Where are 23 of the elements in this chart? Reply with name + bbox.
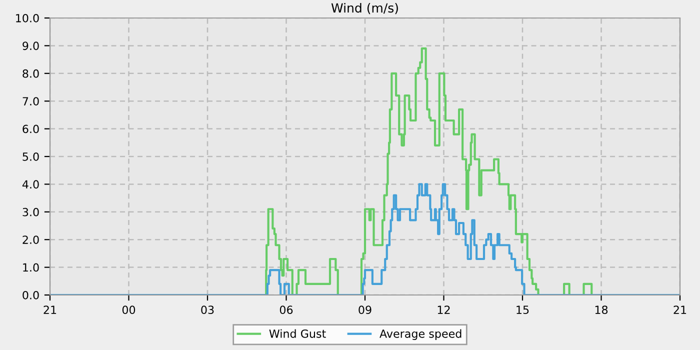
y-tick-label: 1.0 <box>23 263 39 272</box>
x-tick-label: 09 <box>358 306 372 314</box>
legend-label: Average speed <box>380 329 462 340</box>
x-tick-label: 21 <box>674 306 686 314</box>
chart-title: Wind (m/s) <box>331 2 398 14</box>
x-tick-label: 03 <box>201 306 214 314</box>
y-tick-label: 3.0 <box>22 208 39 216</box>
legend-label: Wind Gust <box>269 329 326 338</box>
y-tick-label: 8.0 <box>22 69 39 78</box>
y-tick-label: 2.0 <box>22 236 39 244</box>
y-tick-label: 4.0 <box>22 180 39 189</box>
y-tick-label: 5.0 <box>22 152 39 161</box>
x-tick-label: 15 <box>516 306 529 314</box>
y-tick-label: 7.0 <box>22 97 39 106</box>
y-tick-label: 6.0 <box>22 124 39 134</box>
y-tick-label: 0.0 <box>22 290 39 300</box>
x-tick-label: 12 <box>438 306 450 314</box>
x-tick-label: 18 <box>595 306 608 314</box>
x-tick-label: 06 <box>280 306 293 314</box>
x-tick-label: 00 <box>122 306 136 314</box>
x-tick-label: 21 <box>44 306 56 314</box>
y-tick-label: 9.0 <box>22 42 39 50</box>
y-tick-label: 10.0 <box>16 14 39 22</box>
